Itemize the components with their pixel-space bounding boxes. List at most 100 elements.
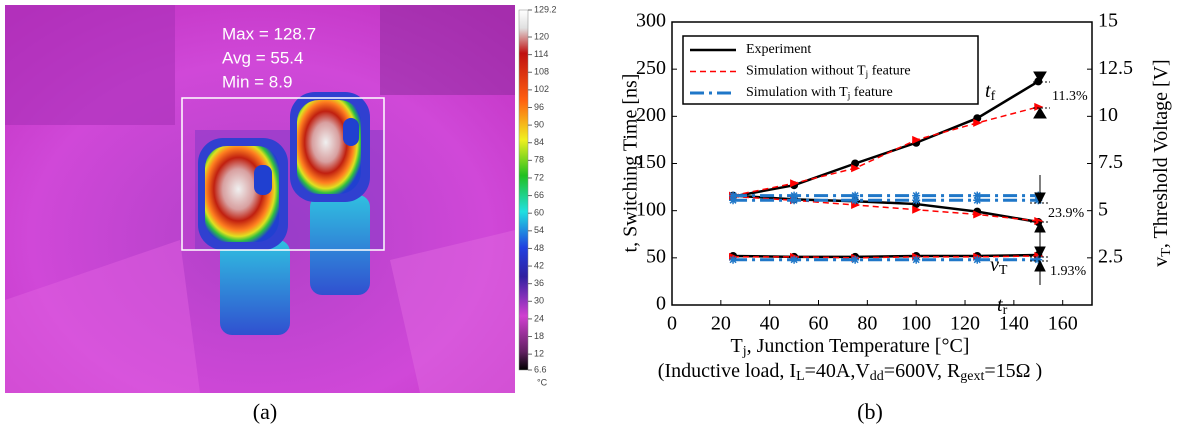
colorbar-tick-label: 24 bbox=[534, 313, 544, 323]
marker bbox=[851, 196, 860, 205]
annotation-pct-f: 11.3% bbox=[1052, 89, 1088, 104]
stat-avg: Avg = 55.4 bbox=[222, 48, 303, 67]
series-line bbox=[733, 255, 1039, 259]
x-tick-label: 20 bbox=[711, 313, 731, 335]
marker bbox=[912, 135, 922, 144]
y2-tick-label: 2.5 bbox=[1098, 245, 1123, 267]
subscript: T bbox=[1159, 248, 1174, 257]
stat-max: Max = 128.7 bbox=[222, 24, 316, 43]
y-tick-label: 250 bbox=[636, 57, 666, 79]
subscript: gext bbox=[960, 369, 984, 384]
subscript: r bbox=[1003, 303, 1008, 318]
text-run: Experiment bbox=[746, 42, 811, 57]
marker bbox=[790, 179, 800, 188]
subscript: f bbox=[991, 89, 996, 104]
annotation-pct-r: 1.93% bbox=[1050, 264, 1087, 279]
y2-tick-label: 7.5 bbox=[1098, 151, 1123, 173]
marker bbox=[851, 191, 860, 200]
subscript: T bbox=[999, 263, 1008, 278]
text-run: (Inductive load, I bbox=[658, 360, 796, 382]
colorbar-tick-label: 78 bbox=[534, 155, 544, 165]
series-line bbox=[733, 195, 1039, 222]
legend-label: Simulation without Tj feature bbox=[746, 64, 911, 81]
y2-tick-label: 12.5 bbox=[1098, 57, 1133, 79]
x-tick-label: 100 bbox=[901, 313, 931, 335]
marker bbox=[973, 255, 982, 264]
x-axis-label: Tj, Junction Temperature [°C] bbox=[731, 335, 970, 360]
text-run: Simulation with T bbox=[746, 85, 848, 100]
x-tick-label: 140 bbox=[999, 313, 1029, 335]
y-axis-label: t, Switching Time [ns] bbox=[620, 74, 642, 253]
x-tick-label: 40 bbox=[760, 313, 780, 335]
x-tick-label: 160 bbox=[1048, 313, 1078, 335]
subscript: j bbox=[865, 69, 869, 80]
subtitle: (Inductive load, IL=40A,Vdd=600V, Rgext=… bbox=[658, 360, 1042, 385]
text-run: =40A,V bbox=[805, 360, 871, 382]
text-run: =600V, R bbox=[884, 360, 961, 382]
colorbar-tick-label: 72 bbox=[534, 172, 544, 182]
x-tick-label: 60 bbox=[809, 313, 829, 335]
colorbar-tick-label: 120 bbox=[534, 31, 549, 41]
colorbar-tick-label: 84 bbox=[534, 137, 544, 147]
text-run: T bbox=[731, 335, 743, 357]
subscript: j bbox=[742, 344, 747, 359]
marker bbox=[1034, 255, 1043, 264]
colorbar-unit: °C bbox=[537, 377, 548, 387]
marker bbox=[790, 255, 799, 264]
subscript: dd bbox=[870, 369, 884, 384]
series-line bbox=[732, 194, 1039, 224]
marker bbox=[790, 196, 799, 205]
text-run: t bbox=[985, 80, 991, 102]
marker bbox=[729, 191, 738, 200]
stat-min: Min = 8.9 bbox=[222, 72, 292, 91]
marker bbox=[973, 191, 982, 200]
text-run: , Junction Temperature [°C] bbox=[747, 335, 970, 357]
colorbar-tick-label: 108 bbox=[534, 67, 549, 77]
colorbar-tick-label: 6.6 bbox=[534, 364, 547, 374]
x-tick-label: 120 bbox=[950, 313, 980, 335]
annotation-pct-v: 23.9% bbox=[1048, 206, 1085, 221]
marker bbox=[973, 118, 983, 127]
colorbar-tick-label: 96 bbox=[534, 102, 544, 112]
marker bbox=[912, 255, 921, 264]
y2-tick-label: 15 bbox=[1098, 10, 1118, 32]
y2-tick-label: 5 bbox=[1098, 198, 1108, 220]
caption-a: (a) bbox=[253, 399, 277, 424]
colorbar-tick-label: 54 bbox=[534, 225, 544, 235]
marker bbox=[912, 191, 921, 200]
marker bbox=[790, 191, 799, 200]
y2-axis-label: vT, Threshold Voltage [V] bbox=[1150, 59, 1175, 266]
y2-tick-label: 10 bbox=[1098, 104, 1118, 126]
annotation-tf: tf bbox=[985, 80, 996, 105]
y-tick-label: 150 bbox=[636, 151, 666, 173]
colorbar bbox=[518, 9, 529, 371]
colorbar-tick-label: 90 bbox=[534, 119, 544, 129]
marker bbox=[1034, 217, 1044, 226]
text-run: =15Ω ) bbox=[984, 360, 1042, 382]
colorbar-tick-label: 60 bbox=[534, 208, 544, 218]
marker bbox=[851, 164, 861, 173]
annotation-tr: tr bbox=[997, 294, 1008, 319]
series-line bbox=[732, 106, 1039, 197]
legend-label: Experiment bbox=[746, 42, 811, 57]
colorbar-tick-label: 12 bbox=[534, 349, 544, 359]
text-run: Simulation without T bbox=[746, 64, 866, 79]
marker bbox=[912, 196, 921, 205]
colorbar-tick-label: 48 bbox=[534, 243, 544, 253]
colorbar-tick-label: 18 bbox=[534, 331, 544, 341]
x-tick-label: 80 bbox=[857, 313, 877, 335]
marker bbox=[729, 196, 738, 205]
text-run: feature bbox=[850, 85, 892, 100]
y-tick-label: 50 bbox=[646, 245, 666, 267]
legend-label: Simulation with Tj feature bbox=[746, 85, 893, 102]
text-run: v bbox=[1150, 257, 1172, 267]
caption-b: (b) bbox=[857, 399, 883, 424]
legend-box bbox=[682, 35, 979, 105]
thermal-image bbox=[5, 5, 515, 393]
annotation-arrows bbox=[1030, 71, 1050, 285]
marker bbox=[912, 205, 922, 214]
y-tick-label: 200 bbox=[636, 104, 666, 126]
stats: Max = 128.7 Avg = 55.4 Min = 8.9 bbox=[222, 24, 316, 91]
series-line bbox=[732, 80, 1039, 198]
